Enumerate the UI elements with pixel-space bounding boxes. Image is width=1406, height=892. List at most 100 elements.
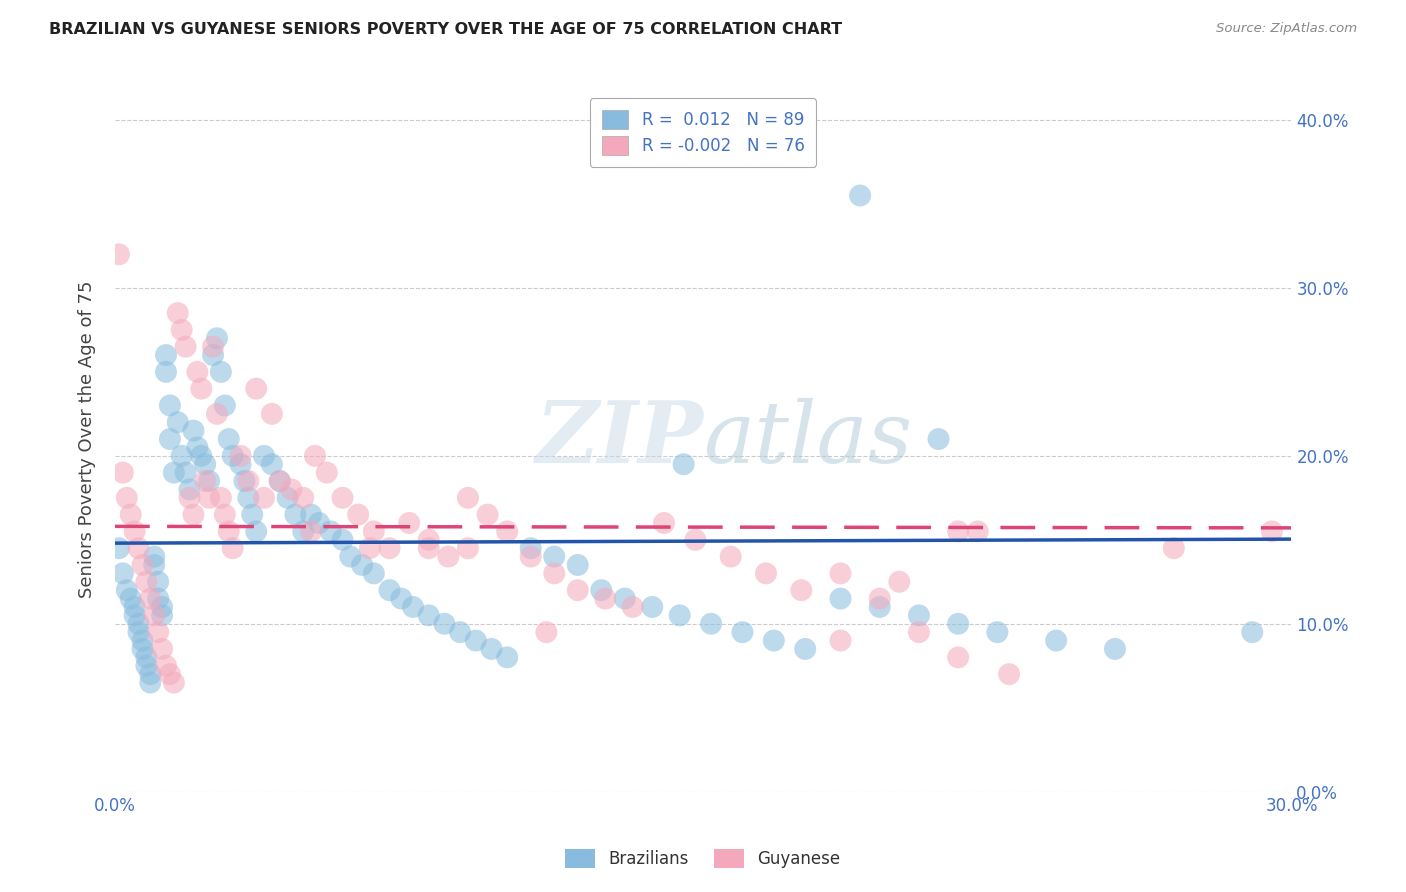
Point — [229, 449, 252, 463]
Point — [209, 491, 232, 505]
Point — [198, 474, 221, 488]
Point — [830, 591, 852, 606]
Point — [155, 365, 177, 379]
Point — [449, 625, 471, 640]
Point — [124, 599, 146, 614]
Point — [998, 667, 1021, 681]
Point — [292, 524, 315, 539]
Point — [731, 625, 754, 640]
Point — [755, 566, 778, 581]
Point — [1045, 633, 1067, 648]
Point — [202, 348, 225, 362]
Point — [869, 591, 891, 606]
Point — [790, 583, 813, 598]
Point — [308, 516, 330, 530]
Point — [378, 583, 401, 598]
Point — [253, 491, 276, 505]
Point — [908, 625, 931, 640]
Point — [166, 415, 188, 429]
Point — [240, 508, 263, 522]
Point — [652, 516, 675, 530]
Point — [339, 549, 361, 564]
Point — [143, 608, 166, 623]
Point — [166, 306, 188, 320]
Point — [593, 591, 616, 606]
Point — [269, 474, 291, 488]
Point — [155, 658, 177, 673]
Legend: R =  0.012   N = 89, R = -0.002   N = 76: R = 0.012 N = 89, R = -0.002 N = 76 — [591, 98, 817, 167]
Point — [457, 541, 479, 556]
Point — [720, 549, 742, 564]
Point — [389, 591, 412, 606]
Point — [986, 625, 1008, 640]
Text: atlas: atlas — [703, 398, 912, 481]
Point — [131, 558, 153, 572]
Point — [543, 566, 565, 581]
Point — [135, 574, 157, 589]
Point — [150, 642, 173, 657]
Point — [131, 642, 153, 657]
Point — [245, 382, 267, 396]
Point — [163, 675, 186, 690]
Point — [398, 516, 420, 530]
Point — [128, 625, 150, 640]
Point — [139, 667, 162, 681]
Point — [543, 549, 565, 564]
Point — [536, 625, 558, 640]
Point — [146, 591, 169, 606]
Point — [146, 625, 169, 640]
Point — [198, 491, 221, 505]
Point — [221, 449, 243, 463]
Point — [315, 466, 337, 480]
Point — [908, 608, 931, 623]
Point — [332, 491, 354, 505]
Point — [794, 642, 817, 657]
Point — [464, 633, 486, 648]
Point — [946, 616, 969, 631]
Point — [685, 533, 707, 547]
Point — [238, 474, 260, 488]
Point — [221, 541, 243, 556]
Point — [174, 466, 197, 480]
Point — [159, 432, 181, 446]
Point — [143, 549, 166, 564]
Point — [128, 541, 150, 556]
Point — [418, 541, 440, 556]
Point — [120, 591, 142, 606]
Point — [319, 524, 342, 539]
Point — [668, 608, 690, 623]
Point — [830, 633, 852, 648]
Point — [889, 574, 911, 589]
Point — [284, 508, 307, 522]
Point — [280, 483, 302, 497]
Point — [150, 599, 173, 614]
Point — [1261, 524, 1284, 539]
Point — [131, 633, 153, 648]
Point — [163, 466, 186, 480]
Point — [111, 566, 134, 581]
Point — [194, 457, 217, 471]
Point — [928, 432, 950, 446]
Point — [238, 491, 260, 505]
Point — [418, 608, 440, 623]
Point — [179, 491, 201, 505]
Point — [115, 491, 138, 505]
Point — [359, 541, 381, 556]
Point — [128, 616, 150, 631]
Point — [672, 457, 695, 471]
Point — [260, 457, 283, 471]
Point — [218, 432, 240, 446]
Point — [363, 524, 385, 539]
Point — [159, 667, 181, 681]
Point — [830, 566, 852, 581]
Point — [347, 508, 370, 522]
Point — [183, 424, 205, 438]
Point — [299, 524, 322, 539]
Point — [1163, 541, 1185, 556]
Point — [155, 348, 177, 362]
Point — [139, 675, 162, 690]
Point — [260, 407, 283, 421]
Point — [378, 541, 401, 556]
Point — [218, 524, 240, 539]
Point — [869, 599, 891, 614]
